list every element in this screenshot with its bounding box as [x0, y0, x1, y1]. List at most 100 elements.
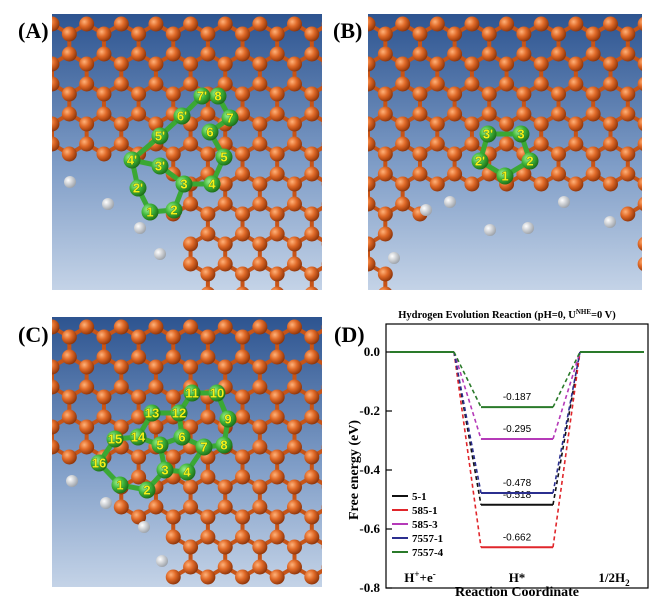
- carbon-atom: [464, 136, 480, 152]
- carbon-atom: [368, 16, 376, 32]
- carbon-atom: [533, 56, 549, 72]
- atom-label: 6: [178, 430, 185, 445]
- carbon-atom: [148, 419, 164, 435]
- y-tick-label: 0.0: [364, 344, 380, 359]
- carbon-atom: [113, 359, 129, 375]
- carbon-atom: [52, 56, 60, 72]
- carbon-atom: [516, 106, 532, 122]
- data-label: -0.295: [503, 424, 532, 435]
- carbon-atom: [368, 76, 376, 92]
- carbon-atom: [200, 349, 216, 365]
- data-label: -0.187: [503, 392, 532, 403]
- carbon-atom: [568, 176, 584, 192]
- carbon-atom: [377, 26, 393, 42]
- carbon-atom: [235, 226, 251, 242]
- carbon-atom: [252, 319, 268, 335]
- defect-atom: [173, 107, 191, 125]
- carbon-atom: [568, 76, 584, 92]
- carbon-atom: [131, 389, 147, 405]
- carbon-atom: [131, 329, 147, 345]
- carbon-atom: [585, 86, 601, 102]
- carbon-atom: [447, 146, 463, 162]
- atom-label: 9: [224, 412, 231, 427]
- defect-atom: [479, 125, 497, 143]
- carbon-atom: [252, 439, 268, 455]
- carbon-atom: [236, 286, 249, 290]
- carbon-atom: [368, 256, 376, 272]
- carbon-atom: [79, 56, 95, 72]
- carbon-atom: [252, 116, 268, 132]
- carbon-atom: [113, 319, 129, 335]
- carbon-atom: [200, 206, 216, 222]
- carbon-atom: [304, 329, 320, 345]
- carbon-atom: [131, 449, 147, 465]
- carbon-atom: [533, 116, 549, 132]
- defect-atom: [215, 436, 233, 454]
- carbon-atom: [286, 196, 302, 212]
- carbon-atom: [533, 76, 549, 92]
- defect-atom: [156, 461, 174, 479]
- carbon-atom: [165, 529, 181, 545]
- legend-label: 585-3: [412, 519, 438, 531]
- carbon-atom: [148, 499, 164, 515]
- x-axis-title: Reaction Coordinate: [455, 585, 579, 600]
- carbon-atom: [61, 46, 77, 62]
- carbon-atom: [499, 56, 515, 72]
- carbon-atom: [183, 256, 199, 272]
- carbon-atom: [377, 266, 393, 282]
- atom-label: 6: [206, 125, 213, 140]
- carbon-atom: [252, 256, 268, 272]
- defect-atom: [208, 384, 226, 402]
- carbon-atom: [429, 176, 445, 192]
- carbon-atom: [96, 26, 112, 42]
- carbon-atom: [464, 176, 480, 192]
- carbon-atom: [568, 16, 584, 32]
- carbon-atom: [286, 176, 302, 192]
- defect-atom: [90, 454, 108, 472]
- carbon-atom: [368, 176, 376, 192]
- carbon-atom: [252, 196, 268, 212]
- carbon-atom: [637, 257, 642, 271]
- defect-atom: [129, 428, 147, 446]
- carbon-atom: [533, 136, 549, 152]
- carbon-atom: [620, 106, 636, 122]
- carbon-atom: [286, 379, 302, 395]
- carbon-atom: [481, 26, 497, 42]
- atom-label: 5: [156, 438, 163, 453]
- carbon-atom: [499, 136, 515, 152]
- carbon-atom: [113, 419, 129, 435]
- defect-atom: [165, 201, 183, 219]
- carbon-atom: [585, 166, 601, 182]
- carbon-atom: [113, 76, 129, 92]
- carbon-atom: [464, 76, 480, 92]
- carbon-atom: [585, 46, 601, 62]
- carbon-atom: [165, 146, 181, 162]
- carbon-atom: [96, 46, 112, 62]
- legend: 5-1 585-1 585-3 7557-1 7557-4: [392, 491, 444, 559]
- connector-down: [453, 351, 482, 505]
- carbon-atom: [368, 56, 376, 72]
- carbon-atom: [481, 106, 497, 122]
- carbon-atom: [165, 46, 181, 62]
- atom-label: 4: [183, 465, 191, 480]
- hydrogen-atom: [522, 222, 534, 234]
- carbon-atom: [286, 256, 302, 272]
- carbon-atom: [602, 16, 618, 32]
- carbon-atom: [200, 509, 216, 525]
- carbon-atom: [235, 206, 251, 222]
- carbon-atom: [165, 449, 181, 465]
- carbon-atom: [235, 349, 251, 365]
- carbon-atom: [217, 539, 233, 555]
- atom-label: 1: [501, 169, 508, 184]
- hydrogen-atom: [138, 521, 150, 533]
- carbon-atom: [61, 106, 77, 122]
- carbon-atom: [304, 529, 320, 545]
- atom-label: 2: [170, 203, 177, 218]
- carbon-atom: [269, 226, 285, 242]
- carbon-atom: [377, 226, 393, 242]
- legend-label: 585-1: [412, 505, 438, 517]
- carbon-atom: [269, 569, 285, 585]
- carbon-atom: [551, 86, 567, 102]
- atom-label: 14: [131, 430, 146, 445]
- carbon-atom: [96, 329, 112, 345]
